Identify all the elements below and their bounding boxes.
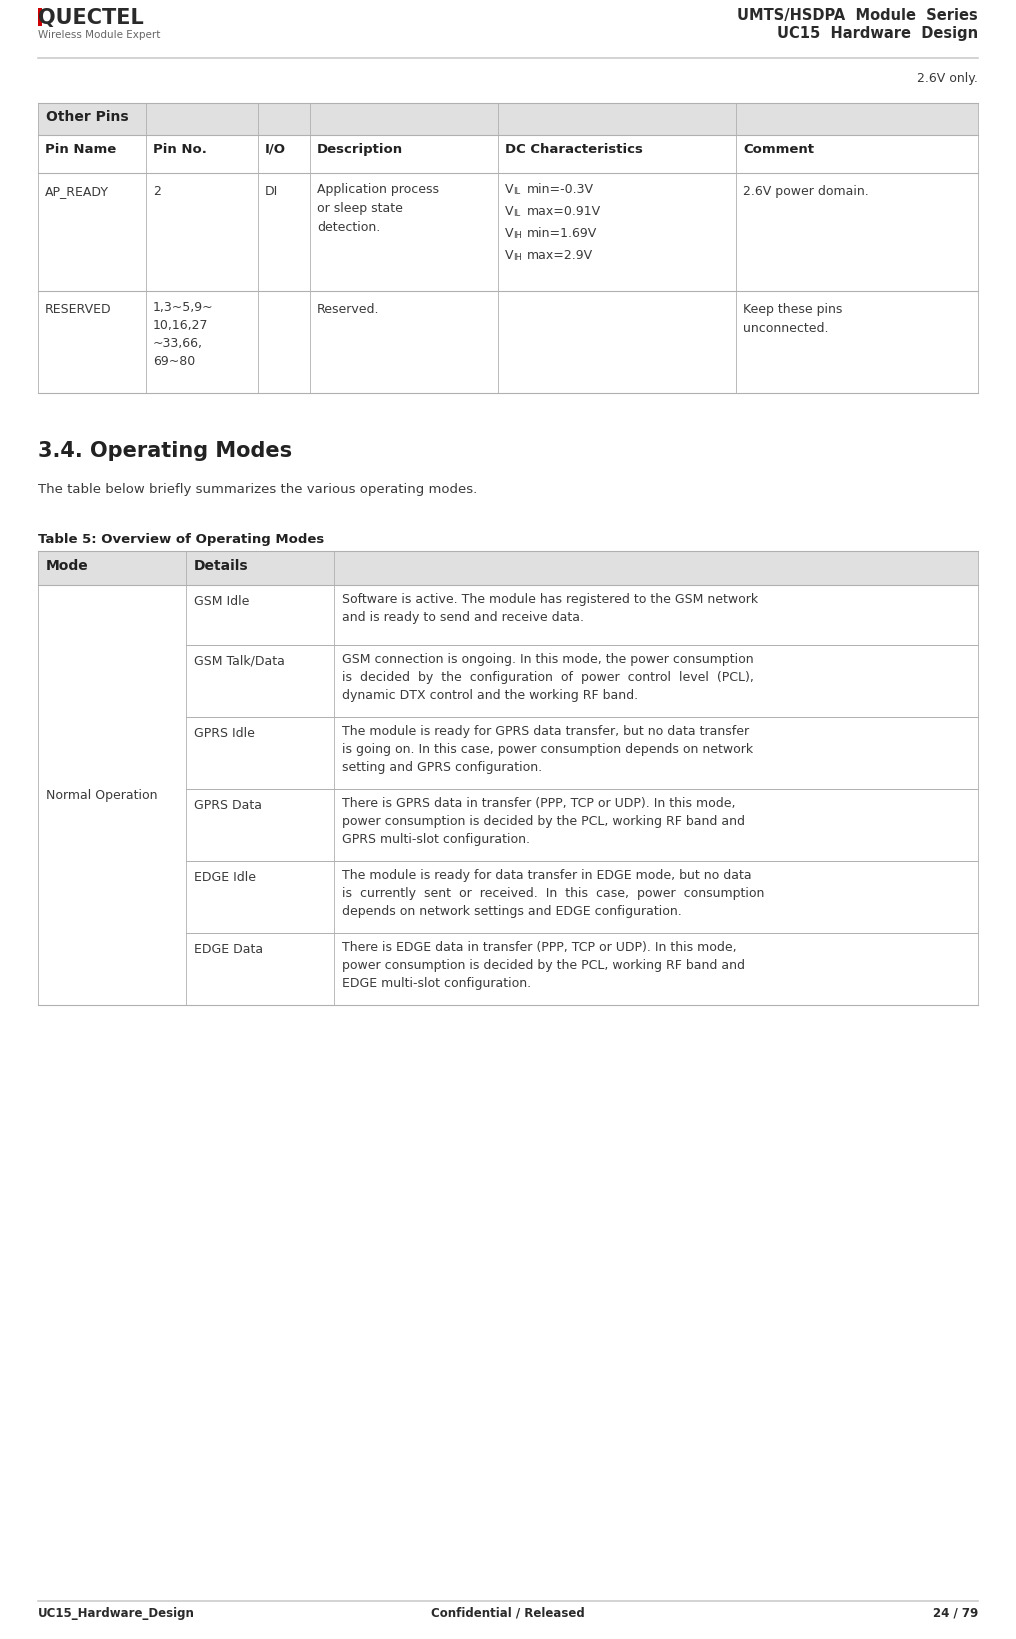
Text: max=2.9V: max=2.9V: [527, 249, 593, 262]
Text: GSM Talk/Data: GSM Talk/Data: [194, 656, 284, 669]
Text: GSM Idle: GSM Idle: [194, 595, 249, 608]
Text: Normal Operation: Normal Operation: [46, 788, 157, 801]
Text: UC15  Hardware  Design: UC15 Hardware Design: [777, 26, 978, 41]
Text: V: V: [505, 184, 513, 197]
Text: V: V: [505, 226, 513, 239]
Text: 2: 2: [153, 185, 161, 198]
Text: There is EDGE data in transfer (PPP, TCP or UDP). In this mode,
power consumptio: There is EDGE data in transfer (PPP, TCP…: [342, 941, 745, 990]
Text: 24 / 79: 24 / 79: [933, 1606, 978, 1619]
Text: Application process
or sleep state
detection.: Application process or sleep state detec…: [317, 184, 439, 234]
Text: DI: DI: [265, 185, 278, 198]
Text: min=1.69V: min=1.69V: [527, 226, 597, 239]
Text: I/O: I/O: [265, 143, 285, 156]
Text: Software is active. The module has registered to the GSM network
and is ready to: Software is active. The module has regis…: [342, 593, 758, 624]
Text: Pin Name: Pin Name: [45, 143, 116, 156]
Text: Keep these pins
unconnected.: Keep these pins unconnected.: [743, 303, 842, 334]
Text: 2.6V only.: 2.6V only.: [917, 72, 978, 85]
Text: The table below briefly summarizes the various operating modes.: The table below briefly summarizes the v…: [38, 484, 478, 497]
Text: Comment: Comment: [743, 143, 814, 156]
Text: IH: IH: [513, 231, 522, 239]
Text: Description: Description: [317, 143, 403, 156]
Text: min=-0.3V: min=-0.3V: [527, 184, 594, 197]
Text: 2.6V power domain.: 2.6V power domain.: [743, 185, 869, 198]
Text: IL: IL: [513, 187, 520, 197]
Text: UC15_Hardware_Design: UC15_Hardware_Design: [38, 1606, 195, 1619]
Text: V: V: [505, 249, 513, 262]
Text: GPRS Idle: GPRS Idle: [194, 728, 255, 739]
Text: EDGE Data: EDGE Data: [194, 942, 263, 956]
Text: Other Pins: Other Pins: [46, 110, 129, 125]
Text: Details: Details: [194, 559, 249, 574]
Text: EDGE Idle: EDGE Idle: [194, 870, 256, 883]
Text: 1,3~5,9~
10,16,27
~33,66,
69~80: 1,3~5,9~ 10,16,27 ~33,66, 69~80: [153, 302, 213, 369]
Bar: [38, 8, 42, 26]
Text: V: V: [505, 205, 513, 218]
Text: RESERVED: RESERVED: [45, 303, 112, 316]
Text: Mode: Mode: [46, 559, 88, 574]
Text: Confidential / Released: Confidential / Released: [431, 1606, 585, 1619]
Text: max=0.91V: max=0.91V: [527, 205, 601, 218]
Text: QUECTEL: QUECTEL: [38, 8, 143, 28]
Text: Pin No.: Pin No.: [153, 143, 207, 156]
Text: AP_READY: AP_READY: [45, 185, 109, 198]
Text: Wireless Module Expert: Wireless Module Expert: [38, 30, 161, 39]
Text: There is GPRS data in transfer (PPP, TCP or UDP). In this mode,
power consumptio: There is GPRS data in transfer (PPP, TCP…: [342, 797, 745, 846]
Text: GPRS Data: GPRS Data: [194, 798, 262, 811]
Text: UMTS/HSDPA  Module  Series: UMTS/HSDPA Module Series: [738, 8, 978, 23]
Text: DC Characteristics: DC Characteristics: [505, 143, 643, 156]
Text: 3.4. Operating Modes: 3.4. Operating Modes: [38, 441, 293, 461]
Bar: [38, 103, 978, 134]
Text: GSM connection is ongoing. In this mode, the power consumption
is  decided  by  : GSM connection is ongoing. In this mode,…: [342, 652, 754, 701]
Bar: [38, 551, 978, 585]
Text: The module is ready for data transfer in EDGE mode, but no data
is  currently  s: The module is ready for data transfer in…: [342, 869, 764, 918]
Text: IL: IL: [513, 210, 520, 218]
Text: Table 5: Overview of Operating Modes: Table 5: Overview of Operating Modes: [38, 533, 324, 546]
Text: Reserved.: Reserved.: [317, 303, 380, 316]
Text: IH: IH: [513, 252, 522, 262]
Text: The module is ready for GPRS data transfer, but no data transfer
is going on. In: The module is ready for GPRS data transf…: [342, 724, 753, 774]
